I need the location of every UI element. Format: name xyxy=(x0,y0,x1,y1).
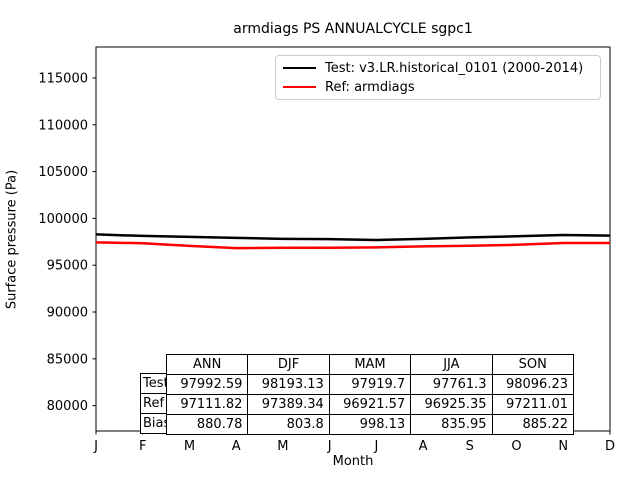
table-cell: 97992.59 xyxy=(165,374,249,395)
table-cell: 97919.7 xyxy=(328,374,412,395)
legend-label-test: Test: v3.LR.historical_0101 (2000-2014) xyxy=(325,60,584,76)
table-row: Ref xyxy=(140,393,167,414)
table-cell: 98193.13 xyxy=(247,374,330,395)
ref-series-line xyxy=(95,241,611,250)
table-header-mam: MAM xyxy=(328,354,412,375)
table-cell: 97211.01 xyxy=(491,394,575,415)
y-tick-label: 80000 xyxy=(47,399,88,414)
y-axis-label: Surface pressure (Pa) xyxy=(4,169,20,310)
y-tick-label: 100000 xyxy=(38,212,88,227)
x-tick-label: A xyxy=(419,439,428,454)
table-row-label-bias: Bias xyxy=(140,413,167,434)
x-tick-label: J xyxy=(373,439,378,454)
table-cell: 998.13 xyxy=(328,414,412,435)
table-row: Test xyxy=(140,373,167,394)
table-cell: 803.8 xyxy=(247,414,330,435)
test-line-swatch xyxy=(283,66,316,70)
legend-label-ref: Ref: armdiags xyxy=(325,79,415,95)
stats-table: ANN DJF MAM JJA SON 97992.59 98193.13 97… xyxy=(165,354,575,435)
table-header-djf: DJF xyxy=(247,354,330,375)
stats-table-header-row: ANN DJF MAM JJA SON xyxy=(165,354,575,375)
x-tick-label: D xyxy=(605,439,615,454)
table-row: Bias xyxy=(140,413,167,434)
table-cell: 885.22 xyxy=(491,414,575,435)
legend-entry-ref: Ref: armdiags xyxy=(283,78,593,96)
table-cell: 97111.82 xyxy=(165,394,249,415)
table-header-ann: ANN xyxy=(165,354,249,375)
table-cell: 98096.23 xyxy=(491,374,575,395)
stats-table-row-labels: Test Ref Bias xyxy=(140,373,167,434)
x-tick-label: A xyxy=(232,439,241,454)
x-tick-label: S xyxy=(466,439,474,454)
chart-title: armdiags PS ANNUALCYCLE sgpc1 xyxy=(233,21,473,37)
table-row-bias: 880.78 803.8 998.13 835.95 885.22 xyxy=(165,414,575,435)
y-tick-label: 110000 xyxy=(38,118,88,133)
x-tick-label: J xyxy=(327,439,332,454)
x-tick-label: O xyxy=(511,439,521,454)
x-axis-label: Month xyxy=(332,454,374,469)
x-tick-label: M xyxy=(184,439,195,454)
table-row-test: 97992.59 98193.13 97919.7 97761.3 98096.… xyxy=(165,374,575,395)
y-tick-label: 85000 xyxy=(47,352,88,367)
table-cell: 97389.34 xyxy=(247,394,330,415)
table-cell: 835.95 xyxy=(410,414,493,435)
x-tick-label: M xyxy=(277,439,288,454)
y-tick-label: 90000 xyxy=(47,306,88,321)
table-cell: 97761.3 xyxy=(410,374,493,395)
y-tick-label: 95000 xyxy=(47,259,88,274)
y-tick-label: 115000 xyxy=(38,71,88,86)
table-cell: 880.78 xyxy=(165,414,249,435)
table-header-son: SON xyxy=(491,354,575,375)
table-cell: 96925.35 xyxy=(410,394,493,415)
table-row-label-test: Test xyxy=(140,373,167,394)
x-tick-label: N xyxy=(558,439,568,454)
table-row-label-ref: Ref xyxy=(140,393,167,414)
x-tick-label: J xyxy=(93,439,98,454)
table-cell: 96921.57 xyxy=(328,394,412,415)
test-series-line xyxy=(95,233,611,242)
legend-entry-test: Test: v3.LR.historical_0101 (2000-2014) xyxy=(283,59,593,77)
legend: Test: v3.LR.historical_0101 (2000-2014) … xyxy=(275,55,601,100)
x-tick-label: F xyxy=(139,439,146,454)
table-header-jja: JJA xyxy=(410,354,493,375)
y-tick-label: 105000 xyxy=(38,165,88,180)
ref-line-swatch xyxy=(283,85,316,89)
table-row-ref: 97111.82 97389.34 96921.57 96925.35 9721… xyxy=(165,394,575,415)
